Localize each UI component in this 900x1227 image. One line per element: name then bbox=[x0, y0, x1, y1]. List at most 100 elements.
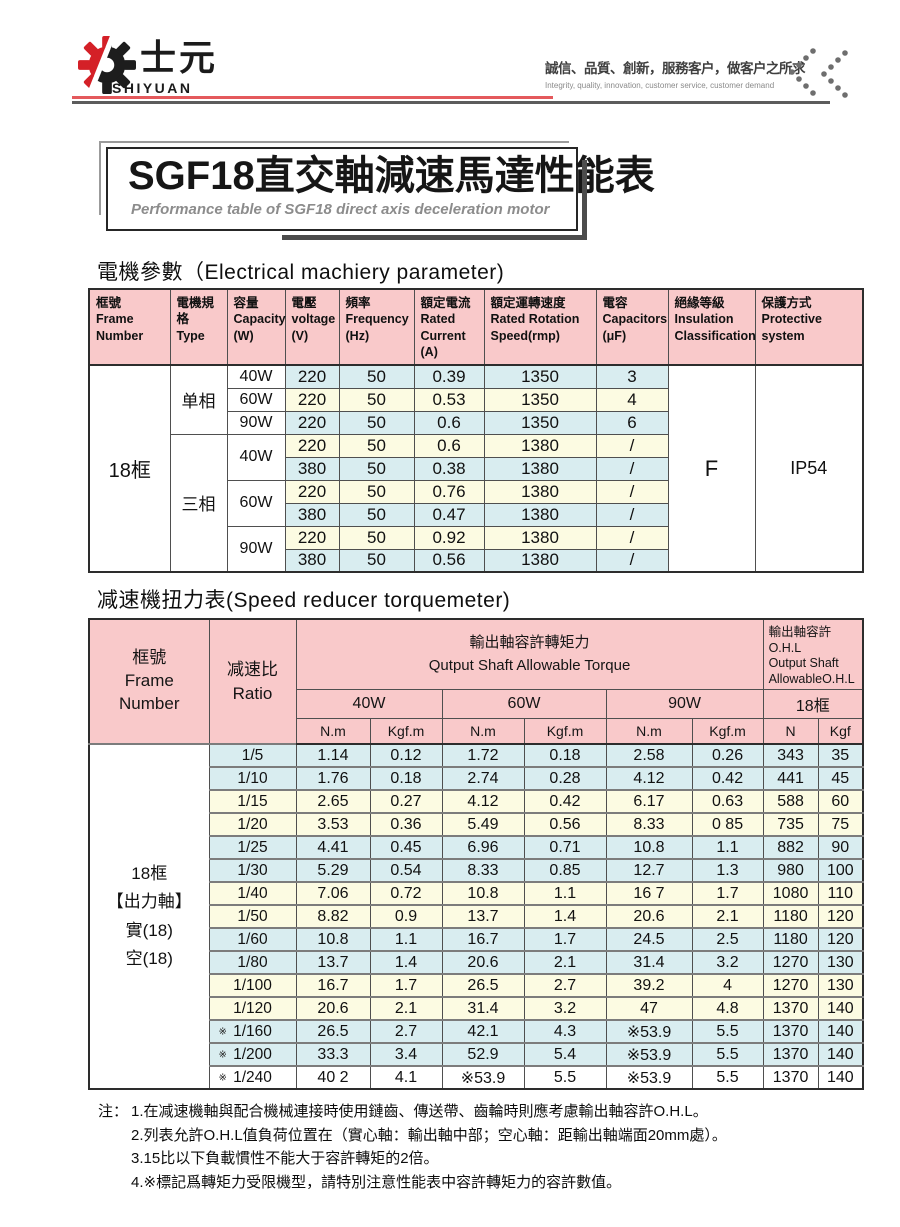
col-header-protection: 保護方式 Protective system bbox=[754, 288, 864, 366]
note-item: 1.在减速機軸與配合機械連接時使用鏈齒、傳送帶、齒輪時則應考慮輸出軸容許O.H.… bbox=[131, 1103, 708, 1120]
value-cell: 2.58 bbox=[605, 744, 693, 767]
unit-header: Kgf bbox=[817, 717, 864, 745]
value-cell: 16.7 bbox=[441, 928, 525, 951]
value-cell: 0.56 bbox=[523, 813, 607, 836]
value-cell: 5.49 bbox=[441, 813, 525, 836]
value-cell: 1.1 bbox=[523, 882, 607, 905]
value-cell: 50 bbox=[338, 525, 415, 550]
value-cell: 0.28 bbox=[523, 767, 607, 790]
value-cell: 100 bbox=[817, 859, 864, 882]
value-cell: 0.6 bbox=[413, 433, 485, 458]
elec-header-row: 框號 Frame Number 電機規格 Type 容量 Capacity (W… bbox=[88, 288, 864, 366]
ratio-cell: 1/40 bbox=[208, 882, 297, 905]
ratio-cell: ※ 1/160 bbox=[208, 1020, 297, 1043]
insulation-class-cell: F bbox=[667, 364, 756, 573]
value-cell: 6 bbox=[595, 410, 669, 435]
torque-row: 1/80 13.7 1.4 20.6 2.1 31.4 3.2 1270 130 bbox=[89, 951, 864, 974]
value-cell: 588 bbox=[762, 790, 819, 813]
value-cell: ※53.9 bbox=[605, 1066, 693, 1089]
value-cell: / bbox=[595, 525, 669, 550]
phase-three-cell: 三相 bbox=[169, 433, 228, 573]
value-cell: 5.5 bbox=[523, 1066, 607, 1089]
value-cell: / bbox=[595, 502, 669, 527]
value-cell: 1380 bbox=[483, 548, 597, 573]
value-cell: 8.33 bbox=[605, 813, 693, 836]
brand-name-en: SHIYUAN bbox=[112, 80, 193, 96]
value-cell: 0.53 bbox=[413, 387, 485, 412]
value-cell: 2.5 bbox=[691, 928, 764, 951]
value-cell: 1270 bbox=[762, 974, 819, 997]
value-cell: 2.7 bbox=[369, 1020, 443, 1043]
col-header-type: 電機規格 Type bbox=[169, 288, 228, 366]
col-header-insulation: 絕緣等級 Insulation Classification bbox=[667, 288, 756, 366]
value-cell: 5.5 bbox=[691, 1043, 764, 1066]
value-cell: 26.5 bbox=[441, 974, 525, 997]
value-cell: 0.36 bbox=[369, 813, 443, 836]
torque-row: 1/40 7.06 0.72 10.8 1.1 16 7 1.7 1080 110 bbox=[89, 882, 864, 905]
value-cell: 2.1 bbox=[691, 905, 764, 928]
value-cell: 2.65 bbox=[295, 790, 371, 813]
torque-frame-label: 18框 【出力軸】 實(18) 空(18) bbox=[88, 744, 210, 1089]
value-cell: 40 2 bbox=[295, 1066, 371, 1089]
col-header-18frame: 18框 bbox=[762, 688, 864, 719]
value-cell: 0.72 bbox=[369, 882, 443, 905]
unit-header: N.m bbox=[441, 717, 525, 745]
value-cell: 45 bbox=[817, 767, 864, 790]
torque-row: ※ 1/160 26.5 2.7 42.1 4.3 ※53.9 5.5 1370 140 bbox=[89, 1020, 864, 1043]
value-cell: 1380 bbox=[483, 479, 597, 504]
ratio-cell: 1/30 bbox=[208, 859, 297, 882]
company-slogan: 誠信、品質、創新，服務客户，做客户之所求 Integrity, quality,… bbox=[545, 57, 806, 90]
limited-torque-mark: ※ bbox=[218, 1072, 227, 1083]
value-cell: 35 bbox=[817, 744, 864, 767]
value-cell: 1350 bbox=[483, 410, 597, 435]
value-cell: 1.14 bbox=[295, 744, 371, 767]
value-cell: 6.96 bbox=[441, 836, 525, 859]
value-cell: 16.7 bbox=[295, 974, 371, 997]
ratio-cell: 1/25 bbox=[208, 836, 297, 859]
capacity-cell: 90W bbox=[226, 410, 286, 435]
value-cell: 110 bbox=[817, 882, 864, 905]
value-cell: 0.42 bbox=[523, 790, 607, 813]
section-heading-electrical: 電機參數（Electrical machiery parameter) bbox=[97, 261, 505, 284]
value-cell: 42.1 bbox=[441, 1020, 525, 1043]
torque-tbody: 18框 【出力軸】 實(18) 空(18) 1/5 1.14 0.12 1.72 0.18… bbox=[88, 744, 864, 1089]
value-cell: 0 85 bbox=[691, 813, 764, 836]
col-header-90w: 90W bbox=[605, 688, 764, 719]
unit-header: Kgf.m bbox=[523, 717, 607, 745]
torque-header-row3: N.m Kgf.m N.m Kgf.m N.m Kgf.m N Kgf bbox=[89, 717, 864, 745]
value-cell: 140 bbox=[817, 1043, 864, 1066]
value-cell: 50 bbox=[338, 410, 415, 435]
value-cell: 90 bbox=[817, 836, 864, 859]
value-cell: 60 bbox=[817, 790, 864, 813]
value-cell: 0.38 bbox=[413, 456, 485, 481]
ratio-cell: 1/60 bbox=[208, 928, 297, 951]
value-cell: 130 bbox=[817, 974, 864, 997]
value-cell: 0.6 bbox=[413, 410, 485, 435]
value-cell: 1.1 bbox=[691, 836, 764, 859]
col-header-allowable-torque: 輸出軸容許轉矩力 Qutput Shaft Allowable Torque bbox=[295, 618, 764, 690]
elec-row: 90W 220 50 0.92 1380 / bbox=[89, 525, 863, 573]
value-cell: 50 bbox=[338, 433, 415, 458]
allowable-torque-en: Qutput Shaft Allowable Torque bbox=[428, 657, 631, 675]
ratio-cell: 1/120 bbox=[208, 997, 297, 1020]
value-cell: 10.8 bbox=[605, 836, 693, 859]
value-cell: 31.4 bbox=[441, 997, 525, 1020]
value-cell: 1370 bbox=[762, 1066, 819, 1089]
value-cell: 130 bbox=[817, 951, 864, 974]
value-cell: 0.76 bbox=[413, 479, 485, 504]
value-cell: 26.5 bbox=[295, 1020, 371, 1043]
value-cell: 75 bbox=[817, 813, 864, 836]
torque-row: 1/30 5.29 0.54 8.33 0.85 12.7 1.3 980 100 bbox=[89, 859, 864, 882]
value-cell: 735 bbox=[762, 813, 819, 836]
value-cell: 1380 bbox=[483, 456, 597, 481]
value-cell: 1.4 bbox=[523, 905, 607, 928]
value-cell: 0.54 bbox=[369, 859, 443, 882]
value-cell: 882 bbox=[762, 836, 819, 859]
value-cell: 50 bbox=[338, 502, 415, 527]
value-cell: 5.4 bbox=[523, 1043, 607, 1066]
value-cell: 980 bbox=[762, 859, 819, 882]
value-cell: 343 bbox=[762, 744, 819, 767]
value-cell: 3.4 bbox=[369, 1043, 443, 1066]
logo-text: 士元 SHIYUAN bbox=[112, 36, 218, 96]
ratio-cell: 1/50 bbox=[208, 905, 297, 928]
